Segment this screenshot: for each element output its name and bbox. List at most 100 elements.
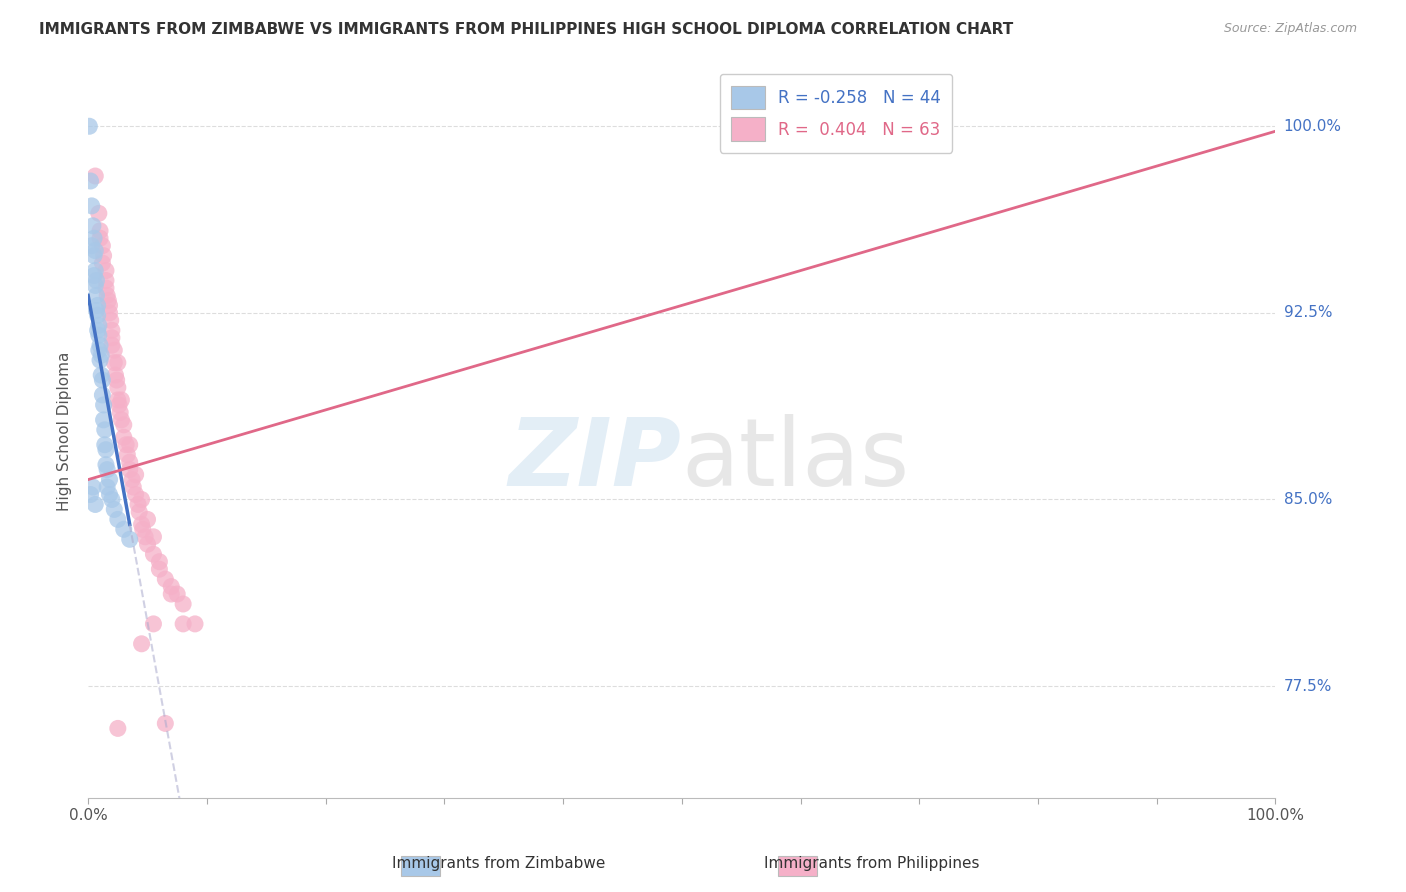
Point: [86, 309, 108, 323]
Point: [89, 231, 111, 245]
Text: Source: ZipAtlas.com: Source: ZipAtlas.com: [1223, 22, 1357, 36]
Text: atlas: atlas: [682, 415, 910, 507]
Point: [108, 405, 131, 419]
Point: [79, 120, 101, 134]
Point: [166, 587, 188, 601]
Point: [79, 174, 101, 188]
Point: [101, 323, 124, 337]
Point: [107, 722, 129, 736]
Point: [97, 293, 120, 308]
Point: [160, 587, 183, 601]
Point: [86, 298, 108, 312]
Point: [93, 249, 115, 263]
Point: [103, 356, 125, 370]
Point: [122, 480, 145, 494]
Point: [118, 462, 141, 476]
Point: [98, 473, 121, 487]
Point: [104, 368, 127, 382]
Point: [82, 219, 104, 233]
Point: [94, 263, 117, 277]
Point: [134, 530, 156, 544]
Point: [87, 206, 110, 220]
Point: [131, 517, 153, 532]
Text: 92.5%: 92.5%: [1284, 305, 1333, 320]
Point: [107, 512, 129, 526]
Point: [91, 388, 114, 402]
Text: 100.0%: 100.0%: [1284, 119, 1341, 134]
Text: 85.0%: 85.0%: [1284, 492, 1331, 507]
Point: [98, 298, 121, 312]
Point: [96, 480, 118, 494]
Point: [84, 244, 107, 258]
Text: ZIP: ZIP: [509, 415, 682, 507]
Point: [83, 268, 105, 283]
Point: [124, 467, 146, 482]
Point: [121, 473, 143, 487]
Point: [107, 356, 129, 370]
Point: [82, 480, 104, 494]
Point: [142, 616, 165, 631]
Point: [90, 348, 112, 362]
Point: [96, 288, 118, 302]
Point: [94, 458, 117, 472]
Point: [83, 249, 105, 263]
Point: [105, 373, 128, 387]
Point: [118, 533, 141, 547]
Point: [94, 438, 117, 452]
Point: [89, 224, 111, 238]
Point: [101, 338, 124, 352]
Point: [118, 455, 141, 469]
Point: [101, 492, 124, 507]
Point: [86, 288, 108, 302]
Text: 77.5%: 77.5%: [1284, 679, 1331, 694]
Point: [148, 555, 170, 569]
Point: [98, 487, 121, 501]
Point: [103, 502, 125, 516]
Point: [108, 398, 131, 412]
Point: [110, 392, 132, 407]
Point: [172, 597, 194, 611]
Point: [94, 273, 117, 287]
Point: [131, 492, 153, 507]
Point: [110, 413, 132, 427]
Point: [83, 231, 105, 245]
Text: Immigrants from Zimbabwe: Immigrants from Zimbabwe: [392, 856, 606, 871]
Point: [96, 462, 118, 476]
Point: [89, 338, 111, 352]
Point: [84, 278, 107, 293]
Point: [127, 498, 149, 512]
Point: [128, 505, 150, 519]
Point: [142, 547, 165, 561]
Point: [93, 413, 115, 427]
Point: [89, 353, 111, 368]
Legend: R = -0.258   N = 44, R =  0.404   N = 63: R = -0.258 N = 44, R = 0.404 N = 63: [720, 74, 952, 153]
Text: IMMIGRANTS FROM ZIMBABWE VS IMMIGRANTS FROM PHILIPPINES HIGH SCHOOL DIPLOMA CORR: IMMIGRANTS FROM ZIMBABWE VS IMMIGRANTS F…: [39, 22, 1014, 37]
Point: [142, 530, 165, 544]
Point: [79, 487, 101, 501]
Point: [136, 512, 159, 526]
Point: [118, 438, 141, 452]
Point: [87, 318, 110, 333]
Point: [148, 562, 170, 576]
Point: [86, 273, 108, 287]
Point: [160, 580, 183, 594]
Point: [90, 368, 112, 382]
Point: [101, 331, 124, 345]
Point: [100, 313, 122, 327]
Point: [124, 487, 146, 501]
Point: [103, 343, 125, 358]
Point: [80, 238, 103, 252]
Point: [87, 343, 110, 358]
Point: [84, 169, 107, 183]
Y-axis label: High School Diploma: High School Diploma: [58, 351, 72, 511]
Point: [84, 263, 107, 277]
Point: [86, 303, 108, 318]
Point: [131, 637, 153, 651]
Point: [93, 398, 115, 412]
Point: [91, 256, 114, 270]
Point: [136, 537, 159, 551]
Point: [94, 442, 117, 457]
Point: [86, 323, 108, 337]
Point: [84, 498, 107, 512]
Point: [172, 616, 194, 631]
